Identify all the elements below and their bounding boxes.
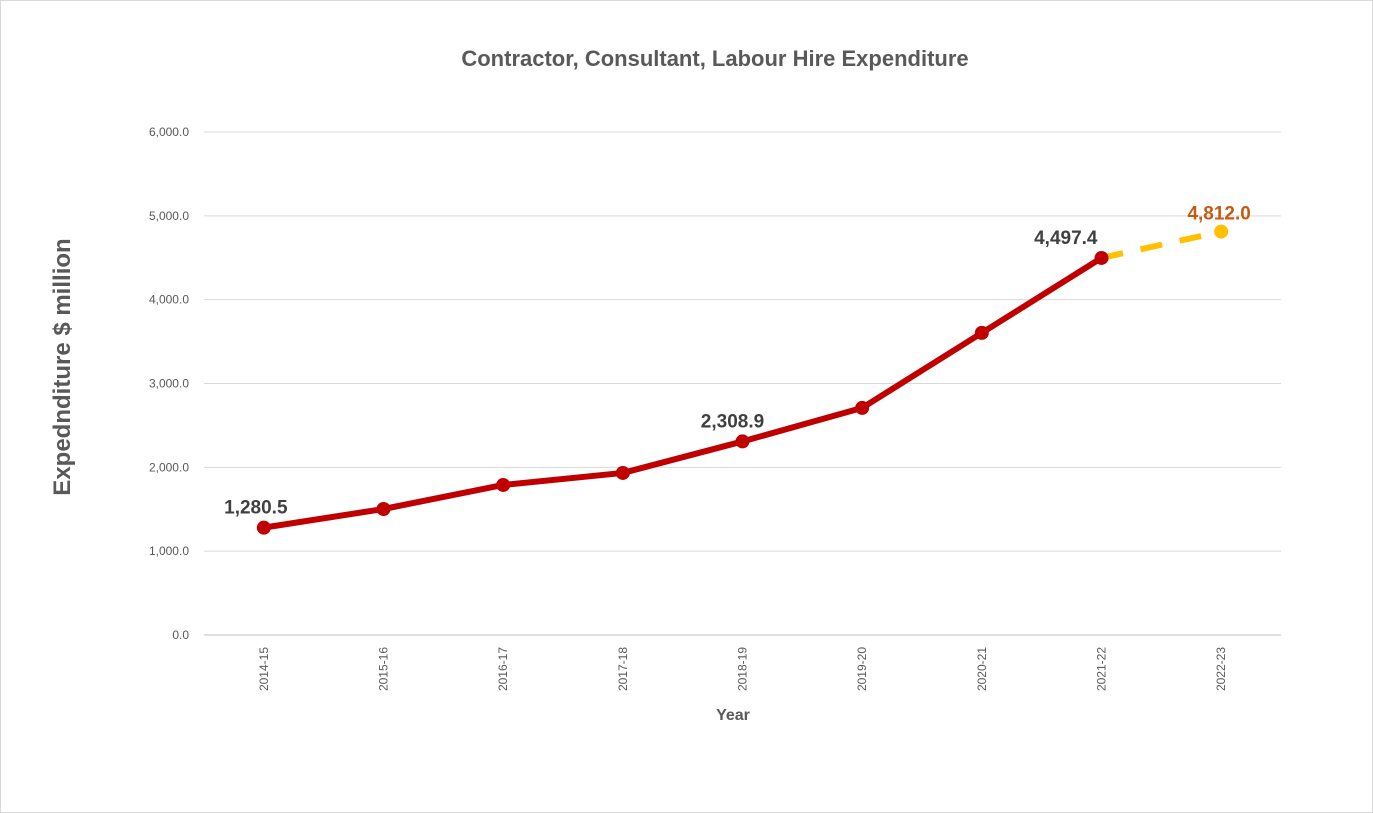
data-point xyxy=(256,520,271,535)
x-tick-label: 2019-20 xyxy=(855,647,869,691)
data-point xyxy=(496,477,511,492)
x-tick-label: 2022-23 xyxy=(1214,647,1228,691)
data-point xyxy=(615,465,630,480)
x-tick-label: 2021-22 xyxy=(1095,647,1109,691)
data-label: 4,497.4 xyxy=(1034,228,1098,249)
data-label: 4,812.0 xyxy=(1187,204,1250,225)
data-point xyxy=(1094,250,1109,265)
projected-data-point xyxy=(1214,224,1229,239)
x-tick-label: 2014-15 xyxy=(257,647,271,691)
y-tick-label: 4,000.0 xyxy=(149,293,189,307)
data-label: 1,280.5 xyxy=(224,498,288,519)
chart-title: Contractor, Consultant, Labour Hire Expe… xyxy=(461,46,968,71)
x-tick-label: 2015-16 xyxy=(377,647,391,691)
y-tick-label: 1,000.0 xyxy=(149,544,189,558)
data-point xyxy=(376,501,391,516)
y-tick-label: 0.0 xyxy=(172,628,189,642)
data-point xyxy=(855,400,870,415)
x-tick-label: 2018-19 xyxy=(736,647,750,691)
y-axis-label: Expednditure $ million xyxy=(49,238,76,495)
data-point xyxy=(974,325,989,340)
x-tick-label: 2016-17 xyxy=(496,647,510,691)
x-tick-label: 2020-21 xyxy=(975,647,989,691)
actual-series-line xyxy=(260,254,1105,531)
projected-series-line xyxy=(1100,228,1222,261)
x-axis-label: Year xyxy=(716,707,750,724)
y-tick-label: 5,000.0 xyxy=(149,209,189,223)
y-tick-label: 6,000.0 xyxy=(149,125,189,139)
y-tick-label: 2,000.0 xyxy=(149,460,189,474)
data-point xyxy=(735,434,750,449)
y-tick-label: 3,000.0 xyxy=(149,377,189,391)
data-label: 2,308.9 xyxy=(701,411,764,432)
x-tick-label: 2017-18 xyxy=(616,647,630,691)
